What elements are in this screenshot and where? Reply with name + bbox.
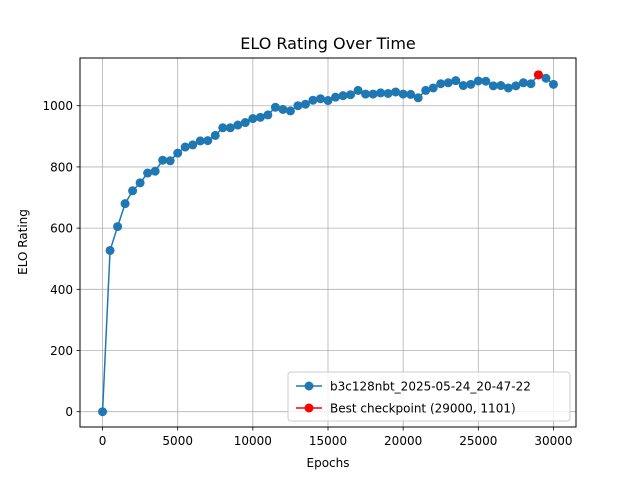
data-point	[541, 73, 551, 83]
y-axis-ticks: 0 200 400 600 800 1000	[42, 99, 80, 419]
data-point	[548, 79, 558, 89]
x-tick-label: 30000	[534, 434, 572, 448]
data-point	[488, 81, 498, 91]
legend-marker-swatch	[304, 403, 314, 413]
data-point	[105, 245, 115, 255]
data-point	[353, 85, 363, 95]
data-point	[165, 156, 175, 166]
data-point	[278, 104, 288, 114]
data-point	[308, 95, 318, 105]
legend-marker-swatch	[304, 381, 314, 391]
data-point	[368, 89, 378, 99]
data-point	[383, 88, 393, 98]
x-tick-label: 10000	[234, 434, 272, 448]
data-point	[218, 123, 228, 133]
data-point	[135, 178, 145, 188]
data-point	[270, 102, 280, 112]
series-training-run	[98, 70, 558, 417]
data-point	[481, 76, 491, 86]
data-point	[361, 89, 371, 99]
data-point	[503, 83, 513, 93]
y-tick-label: 0	[65, 405, 73, 419]
data-point	[511, 81, 521, 91]
data-point	[451, 76, 461, 86]
data-point	[248, 114, 258, 124]
data-point	[113, 222, 123, 232]
x-axis-ticks: 0 5000 10000 15000 20000 25000 30000	[99, 427, 573, 448]
data-point	[526, 79, 536, 89]
data-point	[376, 88, 386, 98]
y-tick-label: 1000	[42, 99, 73, 113]
data-point	[233, 120, 243, 130]
data-point	[150, 166, 160, 176]
legend-label: b3c128nbt_2025-05-24_20-47-22	[330, 380, 531, 394]
data-point	[180, 142, 190, 152]
x-tick-label: 15000	[309, 434, 347, 448]
series-layer	[98, 70, 558, 417]
data-point	[338, 91, 348, 101]
best-checkpoint-point	[533, 70, 543, 80]
y-tick-label: 400	[50, 283, 73, 297]
data-point	[195, 136, 205, 146]
data-point	[473, 76, 483, 86]
data-point	[391, 87, 401, 97]
data-point	[98, 407, 108, 417]
legend-label: Best checkpoint (29000, 1101)	[330, 402, 516, 416]
data-point	[240, 118, 250, 128]
data-point	[188, 140, 198, 150]
data-point	[413, 93, 423, 103]
y-tick-label: 200	[50, 344, 73, 358]
y-tick-label: 800	[50, 160, 73, 174]
chart-title: ELO Rating Over Time	[240, 34, 416, 53]
data-point	[458, 81, 468, 91]
y-tick-label: 600	[50, 222, 73, 236]
data-point	[436, 79, 446, 89]
legend-entry: b3c128nbt_2025-05-24_20-47-22	[296, 380, 531, 394]
x-tick-label: 5000	[162, 434, 193, 448]
data-point	[428, 83, 438, 93]
data-point	[421, 85, 431, 95]
x-tick-label: 25000	[459, 434, 497, 448]
data-point	[203, 136, 213, 146]
data-point	[406, 89, 416, 99]
data-point	[210, 130, 220, 140]
data-point	[225, 123, 235, 133]
x-tick-label: 20000	[384, 434, 422, 448]
data-point	[120, 199, 130, 209]
data-point	[143, 168, 153, 178]
data-point	[285, 106, 295, 116]
data-point	[331, 92, 341, 102]
data-point	[466, 79, 476, 89]
y-axis-label: ELO Rating	[16, 209, 30, 275]
data-point	[315, 94, 325, 104]
data-point	[323, 96, 333, 106]
data-point	[398, 89, 408, 99]
data-point	[300, 99, 310, 109]
data-point	[496, 81, 506, 91]
data-point	[255, 112, 265, 122]
data-point	[173, 148, 183, 158]
data-point	[518, 78, 528, 88]
data-point	[346, 90, 356, 100]
data-point	[158, 155, 168, 165]
data-point	[443, 78, 453, 88]
x-tick-label: 0	[99, 434, 107, 448]
legend: b3c128nbt_2025-05-24_20-47-22 Best checkp…	[287, 371, 571, 422]
data-point	[293, 101, 303, 111]
x-axis-label: Epochs	[307, 456, 350, 470]
legend-entry: Best checkpoint (29000, 1101)	[296, 402, 516, 416]
series-best-checkpoint	[533, 70, 543, 80]
legend-frame	[287, 371, 571, 422]
data-point	[263, 110, 273, 120]
data-point	[128, 186, 138, 196]
